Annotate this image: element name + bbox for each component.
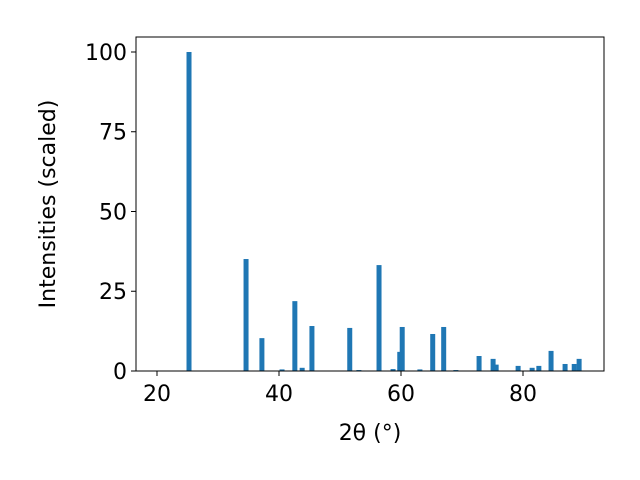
bar [571,363,577,371]
bar [441,326,447,371]
bar [417,369,423,371]
bar [493,364,499,371]
bar [376,265,382,371]
bar [576,358,582,371]
bar [243,259,249,371]
y-tick-label: 75 [99,121,127,146]
bar [476,356,482,371]
x-tick-label: 60 [387,382,415,407]
bar [490,358,496,371]
x-axis-label: 2θ (°) [339,421,402,446]
bar [515,365,521,371]
y-tick-label: 0 [113,360,127,385]
bar [309,326,315,371]
bar [529,367,535,371]
y-tick-label: 25 [99,280,127,305]
x-tick-label: 40 [265,382,293,407]
plot-frame [135,36,605,372]
bar [536,365,542,371]
x-tick-label: 20 [143,382,171,407]
bar [399,326,405,371]
bar [186,51,192,371]
bar [347,327,353,371]
bar [259,338,265,371]
y-tick-label: 50 [99,200,127,225]
bar [548,350,554,371]
y-tick-label: 100 [85,41,127,66]
x-tick-label: 80 [509,382,537,407]
y-axis-label: Intensities (scaled) [36,100,61,309]
bar [390,369,396,371]
bar [299,367,305,371]
bar [279,369,285,371]
bar [430,333,436,371]
bar [562,363,568,371]
bar [292,301,298,371]
